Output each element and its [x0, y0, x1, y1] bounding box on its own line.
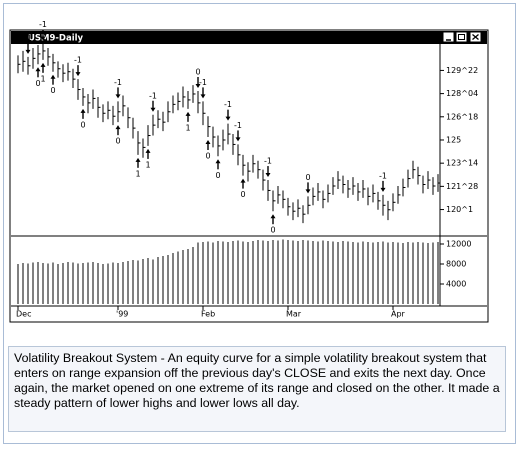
signal-label: 0	[215, 171, 220, 180]
y-tick-label: 126^18	[446, 112, 478, 121]
window-buttons[interactable]	[442, 31, 482, 43]
signal-arrowhead	[115, 125, 121, 130]
signal-arrowhead	[235, 137, 241, 142]
signal-arrowhead	[40, 62, 46, 67]
signal-label: 0	[305, 173, 310, 182]
signal-label: -1	[379, 171, 387, 180]
close-icon	[472, 34, 479, 40]
signal-label: 0	[50, 86, 55, 95]
signal-label: 0	[240, 190, 245, 199]
title-bar	[11, 31, 487, 44]
signal-label: 0	[35, 79, 40, 88]
signal-arrowhead	[35, 67, 41, 72]
signal-arrowhead	[205, 140, 211, 145]
y-tick-label: 125	[446, 135, 461, 144]
caption: Volatility Breakout System - An equity c…	[8, 346, 506, 432]
x-tick-label: Mar	[286, 310, 302, 319]
y-tick-label: 129^22	[446, 66, 478, 75]
volume-tick-label: 4000	[446, 280, 466, 289]
signal-label: 1	[185, 123, 190, 132]
signal-label: 1	[145, 160, 150, 169]
signal-label: -1	[24, 33, 32, 42]
x-tick-label: Feb	[201, 310, 215, 319]
x-tick-label: '99	[116, 310, 128, 319]
signal-label: -1	[114, 78, 122, 87]
signal-label: 0	[270, 226, 275, 235]
signal-arrowhead	[25, 49, 31, 54]
signal-arrowhead	[145, 148, 151, 153]
signal-label: 1	[40, 74, 45, 83]
signal-label: -1	[39, 20, 47, 29]
window-border	[9, 29, 489, 323]
window-title: USM9-Daily	[28, 34, 84, 44]
signal-arrowhead	[270, 214, 276, 219]
signal-label: -1	[149, 91, 157, 100]
maximize-icon	[458, 34, 465, 40]
signal-label: -1	[199, 78, 207, 87]
signal-label: 0	[195, 68, 200, 77]
signal-arrowhead	[240, 178, 246, 183]
signal-label: 0	[205, 152, 210, 161]
signal-arrowhead	[80, 108, 86, 113]
signal-label: -1	[224, 100, 232, 109]
x-tick-label: Apr	[391, 310, 406, 319]
signal-arrowhead	[185, 111, 191, 116]
signal-arrowhead	[75, 72, 81, 77]
volume-tick-label: 8000	[446, 260, 466, 269]
signal-label: -1	[234, 121, 242, 130]
chart-window: USM9-Daily 129^22 128^04 126^18 125 123^14 12…	[9, 20, 489, 323]
signal-label: 0	[115, 137, 120, 146]
x-tick-label: Dec	[16, 310, 31, 319]
signal-label: 0	[80, 120, 85, 129]
signal-label: 1	[135, 169, 140, 178]
signal-arrowhead	[115, 94, 121, 99]
signal-arrowhead	[40, 36, 46, 41]
signal-arrowhead	[195, 84, 201, 89]
volume-tick-label: 12000	[446, 240, 471, 249]
signal-arrowhead	[225, 116, 231, 121]
y-tick-label: 128^04	[446, 89, 478, 98]
minimize-button[interactable]	[442, 31, 455, 43]
signal-arrowhead	[380, 187, 386, 192]
maximize-button[interactable]	[455, 31, 468, 43]
signal-arrowhead	[135, 157, 141, 162]
signal-label: -1	[264, 157, 272, 166]
signal-arrowhead	[305, 189, 311, 194]
signal-label: -1	[74, 56, 82, 65]
signal-arrowhead	[215, 159, 221, 164]
y-tick-label: 120^1	[446, 205, 473, 214]
signal-arrowhead	[50, 74, 56, 79]
signal-arrowhead	[150, 107, 156, 112]
signal-arrowhead	[200, 94, 206, 99]
y-tick-label: 123^14	[446, 159, 478, 168]
y-tick-label: 121^28	[446, 182, 478, 191]
signal-arrowhead	[265, 173, 271, 178]
